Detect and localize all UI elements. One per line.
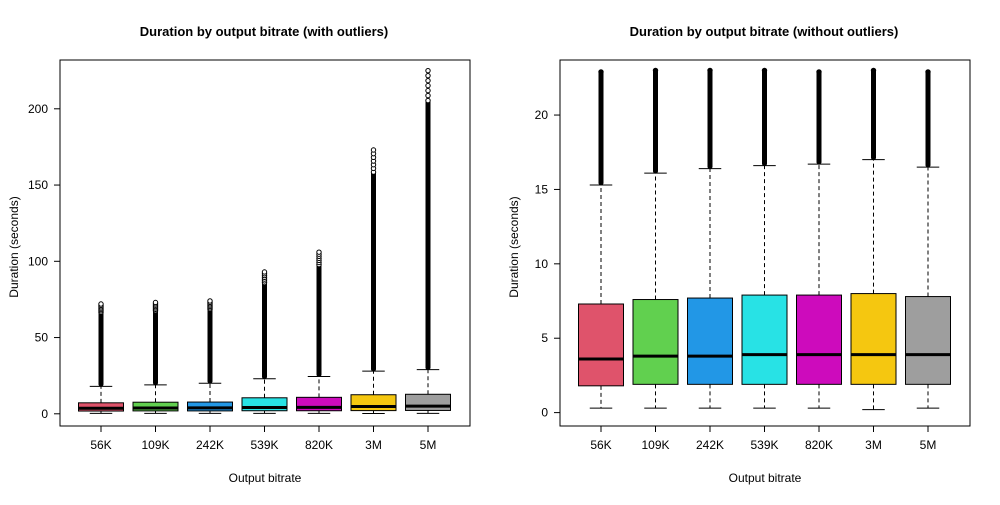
box-109K — [632, 67, 679, 409]
x-tick-label: 109K — [141, 438, 169, 452]
x-tick-label: 3M — [865, 438, 882, 452]
outlier-point — [207, 298, 213, 304]
outlier-point — [425, 92, 431, 99]
outlier-point — [925, 69, 931, 75]
chart-title: Duration by output bitrate (with outlier… — [140, 24, 388, 39]
chart-panel-1: Duration by output bitrate (with outlier… — [7, 24, 471, 485]
outlier-point — [316, 249, 322, 255]
outlier-point — [425, 87, 431, 94]
box-56K — [78, 301, 124, 414]
iqr-box — [905, 296, 951, 385]
y-tick-label: 10 — [535, 257, 549, 271]
chart-panel-2: Duration by output bitrate (without outl… — [507, 24, 971, 485]
x-tick-label: 56K — [90, 438, 111, 452]
iqr-box — [796, 294, 842, 385]
box-242K — [187, 298, 233, 414]
y-axis-label: Duration (seconds) — [7, 196, 21, 297]
x-tick-label: 820K — [805, 438, 833, 452]
box-5M — [405, 67, 451, 414]
outlier-point — [816, 69, 822, 75]
box-242K — [687, 67, 733, 409]
iqr-box — [405, 393, 451, 411]
box-820K — [296, 249, 342, 414]
x-tick-label: 5M — [420, 438, 437, 452]
outlier-point — [652, 67, 659, 74]
outlier-point — [425, 77, 431, 84]
x-axis-label: Output bitrate — [229, 471, 302, 485]
y-tick-label: 20 — [535, 108, 549, 122]
outlier-point — [870, 67, 877, 74]
box-109K — [132, 299, 179, 414]
y-tick-label: 100 — [28, 254, 48, 268]
x-tick-label: 242K — [196, 438, 224, 452]
box-3M — [350, 147, 397, 414]
y-tick-label: 5 — [541, 331, 548, 345]
box-5M — [905, 69, 951, 409]
outlier-point — [598, 69, 604, 75]
x-tick-label: 242K — [696, 438, 724, 452]
x-tick-label: 3M — [365, 438, 382, 452]
box-539K — [241, 269, 288, 414]
outlier-point — [425, 97, 431, 104]
box-820K — [796, 69, 842, 409]
outlier-point — [761, 67, 768, 74]
y-tick-label: 150 — [28, 178, 48, 192]
y-tick-label: 50 — [35, 331, 49, 345]
x-tick-label: 820K — [305, 438, 333, 452]
iqr-box — [687, 297, 733, 385]
outlier-point — [98, 301, 104, 307]
x-tick-label: 109K — [641, 438, 669, 452]
iqr-box — [350, 394, 397, 412]
box-3M — [850, 67, 897, 411]
outlier-point — [425, 67, 431, 74]
box-56K — [578, 69, 624, 409]
y-axis-label: Duration (seconds) — [507, 196, 521, 297]
y-tick-label: 200 — [28, 102, 48, 116]
x-tick-label: 539K — [750, 438, 778, 452]
outlier-point — [152, 299, 159, 306]
outlier-point — [261, 269, 268, 275]
outlier-point — [425, 82, 431, 89]
x-tick-label: 539K — [250, 438, 278, 452]
iqr-box — [632, 299, 679, 385]
y-tick-label: 0 — [41, 407, 48, 421]
x-tick-label: 5M — [920, 438, 937, 452]
iqr-box — [850, 293, 897, 385]
outlier-point — [370, 147, 377, 153]
outlier-point — [707, 67, 713, 74]
y-tick-label: 15 — [535, 182, 549, 196]
iqr-box — [741, 294, 788, 385]
iqr-box — [578, 303, 624, 387]
y-tick-label: 0 — [541, 406, 548, 420]
x-axis-label: Output bitrate — [729, 471, 802, 485]
chart-title: Duration by output bitrate (without outl… — [630, 24, 899, 39]
outlier-point — [425, 72, 431, 79]
box-539K — [741, 67, 788, 409]
x-tick-label: 56K — [590, 438, 611, 452]
